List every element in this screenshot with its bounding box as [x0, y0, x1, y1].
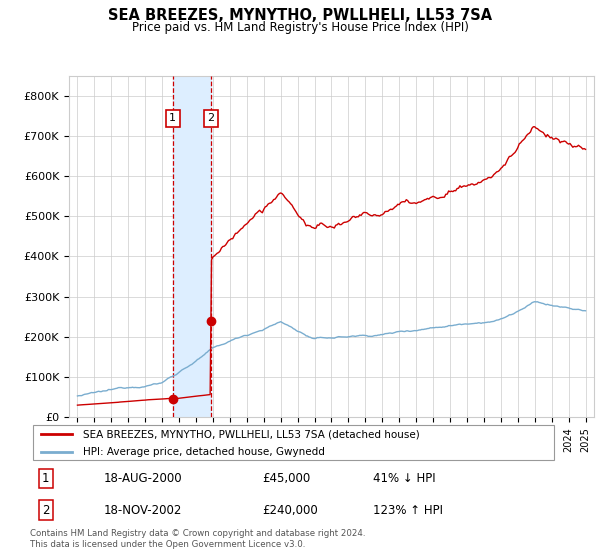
Bar — [173, 76, 211, 417]
Text: £240,000: £240,000 — [262, 503, 318, 516]
Text: 123% ↑ HPI: 123% ↑ HPI — [373, 503, 443, 516]
Text: HPI: Average price, detached house, Gwynedd: HPI: Average price, detached house, Gwyn… — [83, 447, 325, 457]
Text: Price paid vs. HM Land Registry's House Price Index (HPI): Price paid vs. HM Land Registry's House … — [131, 21, 469, 34]
Text: 18-NOV-2002: 18-NOV-2002 — [104, 503, 182, 516]
Text: 1: 1 — [42, 472, 50, 485]
Text: SEA BREEZES, MYNYTHO, PWLLHELI, LL53 7SA (detached house): SEA BREEZES, MYNYTHO, PWLLHELI, LL53 7SA… — [83, 429, 419, 439]
FancyBboxPatch shape — [32, 426, 554, 460]
Text: SEA BREEZES, MYNYTHO, PWLLHELI, LL53 7SA: SEA BREEZES, MYNYTHO, PWLLHELI, LL53 7SA — [108, 8, 492, 24]
Text: 1: 1 — [169, 113, 176, 123]
Text: 2: 2 — [42, 503, 50, 516]
Text: This data is licensed under the Open Government Licence v3.0.: This data is licensed under the Open Gov… — [30, 540, 305, 549]
Text: 2: 2 — [208, 113, 214, 123]
Text: £45,000: £45,000 — [262, 472, 311, 485]
Text: 18-AUG-2000: 18-AUG-2000 — [104, 472, 182, 485]
Text: Contains HM Land Registry data © Crown copyright and database right 2024.: Contains HM Land Registry data © Crown c… — [30, 529, 365, 538]
Text: 41% ↓ HPI: 41% ↓ HPI — [373, 472, 436, 485]
